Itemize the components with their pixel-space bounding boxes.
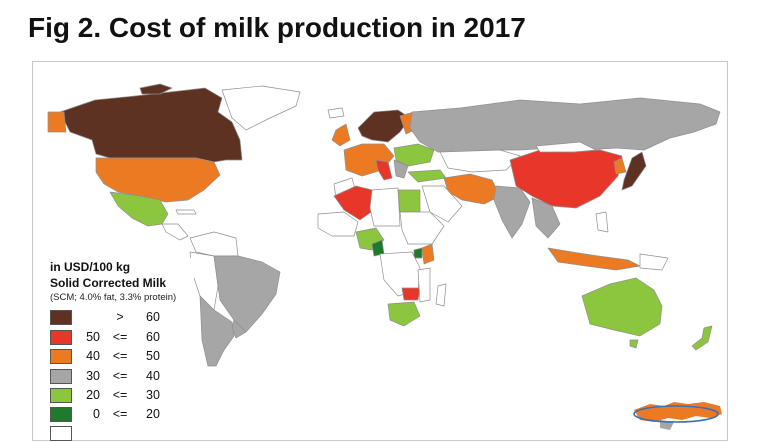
region-canada-arctic: [139, 83, 173, 95]
world-map: [47, 83, 721, 367]
legend-swatch: [50, 310, 72, 325]
region-tasmania: [629, 339, 639, 349]
region-argentina: [199, 295, 235, 367]
legend-row: 0 <= 20: [50, 407, 190, 423]
region-central-asia: [439, 149, 521, 173]
legend-swatch: [50, 426, 72, 441]
region-se-asia: [531, 197, 561, 239]
region-greenland: [221, 85, 301, 131]
legend-lower-bound: 50: [86, 330, 100, 344]
region-iceland: [327, 107, 345, 119]
region-australia: [581, 277, 663, 337]
region-east-africa-north: [399, 211, 445, 245]
legend-lower-bound: 40: [86, 349, 100, 363]
legend-operator: <=: [112, 330, 128, 344]
legend-operator: <=: [112, 369, 128, 383]
region-north-africa: [369, 187, 401, 227]
region-scandinavia: [357, 109, 411, 143]
region-papua: [639, 253, 669, 271]
region-eastern-europe: [393, 143, 435, 167]
legend-swatch: [50, 407, 72, 422]
legend-row: [50, 426, 190, 442]
legend-row: 40 <= 50: [50, 349, 190, 365]
region-mozambique: [417, 267, 431, 303]
legend-upper-bound: 20: [146, 407, 160, 421]
legend-operator: <=: [112, 388, 128, 402]
legend-swatch: [50, 388, 72, 403]
legend-row: 30 <= 40: [50, 369, 190, 385]
inset-orbit: [633, 405, 719, 423]
region-west-africa: [317, 211, 359, 237]
region-philippines: [595, 211, 609, 233]
legend-type: Solid Corrected Milk: [50, 276, 167, 290]
region-central-america: [161, 223, 189, 241]
legend-operator: <=: [112, 349, 128, 363]
region-indonesia: [547, 247, 641, 271]
legend-swatch: [50, 349, 72, 364]
legend-lower-bound: 0: [93, 407, 100, 421]
region-japan: [621, 151, 647, 191]
region-india: [493, 185, 531, 239]
region-italy: [375, 159, 393, 181]
legend-row: > 60: [50, 310, 190, 326]
region-turkey: [407, 169, 447, 183]
region-uruguay: [231, 319, 247, 339]
legend-note: (SCM; 4.0% fat, 3.3% protein): [50, 292, 177, 303]
inset-globe-map: [633, 402, 722, 430]
region-kenya: [421, 243, 435, 265]
legend-row: 20 <= 30: [50, 388, 190, 404]
region-alaska: [47, 111, 67, 133]
region-zambia: [401, 287, 421, 301]
region-madagascar: [435, 283, 447, 307]
legend-upper-bound: 30: [146, 388, 160, 402]
legend-lower-bound: 30: [86, 369, 100, 383]
region-brazil: [213, 255, 281, 333]
region-cuba: [175, 209, 197, 215]
region-usa: [95, 157, 221, 203]
legend-row: 50 <= 60: [50, 330, 190, 346]
legend-operator: <=: [112, 407, 128, 421]
region-new-zealand: [691, 325, 713, 351]
region-balkans: [393, 159, 409, 179]
legend-unit: in USD/100 kg: [50, 260, 131, 274]
region-uk: [331, 123, 351, 147]
region-egypt: [397, 189, 421, 213]
region-korea: [613, 157, 627, 175]
region-mongolia: [535, 141, 597, 153]
region-south-africa: [387, 301, 421, 327]
legend-upper-bound: 60: [146, 310, 160, 324]
legend-swatch: [50, 369, 72, 384]
legend-upper-bound: 60: [146, 330, 160, 344]
region-south-america-north: [189, 231, 239, 257]
chart-title: Fig 2. Cost of milk production in 2017: [28, 12, 526, 43]
legend-upper-bound: 50: [146, 349, 160, 363]
legend-upper-bound: 40: [146, 369, 160, 383]
region-canada: [59, 87, 243, 163]
legend-swatch: [50, 330, 72, 345]
region-arabia: [421, 185, 463, 223]
legend-lower-bound: 20: [86, 388, 100, 402]
legend: in USD/100 kg Solid Corrected Milk (SCM;…: [46, 258, 194, 441]
legend-operator: >: [116, 310, 124, 324]
region-uganda: [413, 247, 423, 259]
